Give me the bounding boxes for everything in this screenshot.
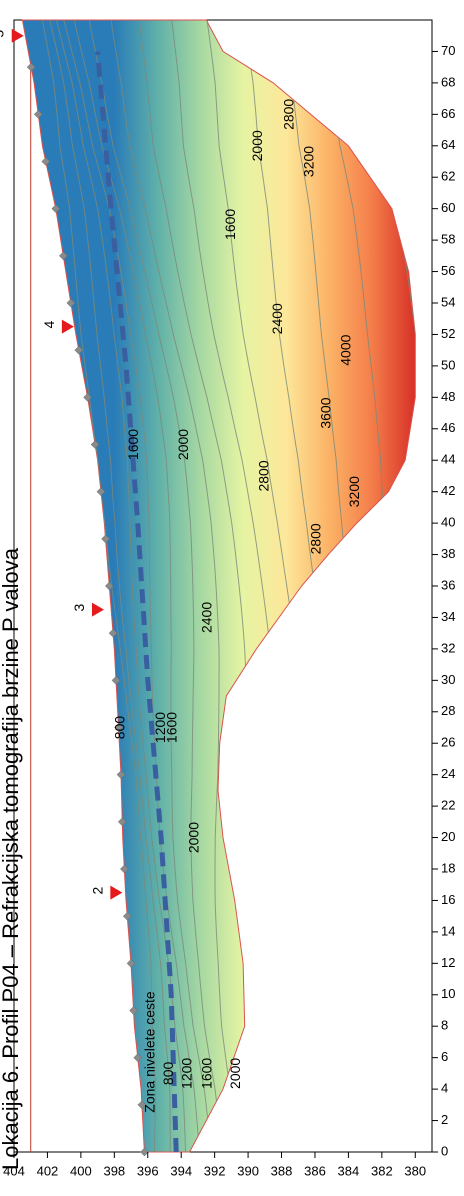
y-tick-label: 384	[338, 1163, 360, 1178]
station-label: 5	[0, 30, 7, 38]
contour-label: 2000	[249, 130, 265, 161]
contour-label: 1600	[164, 712, 180, 743]
x-axis: 0246810121416182022242628303234363840424…	[432, 43, 455, 1159]
x-tick-label: 0	[441, 1143, 448, 1158]
x-tick-label: 40	[441, 515, 455, 530]
x-tick-label: 52	[441, 326, 455, 341]
y-tick-label: 382	[371, 1163, 393, 1178]
x-tick-label: 32	[441, 640, 455, 655]
x-tick-label: 4	[441, 1081, 448, 1096]
x-tick-label: 24	[441, 766, 455, 781]
x-tick-label: 70	[441, 43, 455, 58]
station-label: 4	[41, 320, 57, 328]
contour-label: 1200	[179, 1058, 195, 1089]
station-label: 2	[89, 886, 105, 894]
x-tick-label: 30	[441, 672, 455, 687]
y-tick-label: 398	[103, 1163, 125, 1178]
x-tick-label: 68	[441, 74, 455, 89]
x-tick-label: 14	[441, 923, 455, 938]
x-tick-label: 16	[441, 892, 455, 907]
x-tick-label: 44	[441, 452, 455, 467]
contour-label: 800	[112, 716, 128, 740]
y-tick-label: 396	[137, 1163, 159, 1178]
x-tick-label: 38	[441, 546, 455, 561]
station-marker	[92, 603, 104, 617]
contour-label: 2800	[281, 99, 297, 130]
contour-label: 2800	[307, 523, 323, 554]
y-tick-label: 400	[70, 1163, 92, 1178]
x-tick-label: 22	[441, 798, 455, 813]
x-tick-label: 50	[441, 357, 455, 372]
station-marker	[62, 320, 74, 334]
x-tick-label: 18	[441, 860, 455, 875]
station-marker	[110, 886, 122, 900]
contour-label: 2800	[256, 460, 272, 491]
y-tick-label: 394	[170, 1163, 192, 1178]
contour-label: 1600	[199, 1058, 215, 1089]
y-tick-label: 388	[271, 1163, 293, 1178]
contour-label: 2400	[269, 303, 285, 334]
x-tick-label: 6	[441, 1049, 448, 1064]
x-tick-label: 20	[441, 829, 455, 844]
x-tick-label: 54	[441, 294, 455, 309]
x-tick-label: 64	[441, 137, 455, 152]
contour-label: 2000	[175, 429, 191, 460]
x-tick-label: 48	[441, 389, 455, 404]
contour-label: 4000	[337, 334, 353, 365]
contour-label: 1600	[222, 209, 238, 240]
x-tick-label: 10	[441, 986, 455, 1001]
x-tick-label: 58	[441, 232, 455, 247]
contour-label: 3200	[346, 476, 362, 507]
x-tick-label: 12	[441, 955, 455, 970]
x-tick-label: 8	[441, 1018, 448, 1033]
zone-label: Zona nivelete ceste	[141, 991, 157, 1113]
x-tick-label: 34	[441, 609, 455, 624]
x-tick-label: 60	[441, 200, 455, 215]
x-tick-label: 2	[441, 1112, 448, 1127]
contour-label: 3200	[301, 146, 317, 177]
y-tick-label: 390	[237, 1163, 259, 1178]
x-tick-label: 56	[441, 263, 455, 278]
contour-label: 800	[160, 1061, 176, 1085]
contour-label: 2000	[227, 1058, 243, 1089]
x-tick-label: 26	[441, 735, 455, 750]
y-tick-label: 386	[304, 1163, 326, 1178]
contour-label: 2400	[199, 602, 215, 633]
x-tick-label: 46	[441, 420, 455, 435]
x-tick-label: 36	[441, 577, 455, 592]
contour-label: 3600	[317, 397, 333, 428]
y-tick-label: 404	[3, 1163, 25, 1178]
y-axis: 380 382 384 386 388 390 392 394 396 398 400 402 404	[3, 1152, 426, 1178]
y-tick-label: 380	[404, 1163, 426, 1178]
y-tick-label: 402	[37, 1163, 59, 1178]
station-marker	[12, 29, 24, 43]
x-tick-label: 62	[441, 169, 455, 184]
x-tick-label: 66	[441, 106, 455, 121]
x-tick-label: 42	[441, 483, 455, 498]
contour-label: 2000	[185, 822, 201, 853]
contour-label: 1600	[125, 429, 141, 460]
station-label: 3	[71, 603, 87, 611]
y-tick-label: 392	[204, 1163, 226, 1178]
chart-title: Lokacija 6. Profil P04 – Refrakcijska to…	[0, 547, 23, 1170]
x-tick-label: 28	[441, 703, 455, 718]
